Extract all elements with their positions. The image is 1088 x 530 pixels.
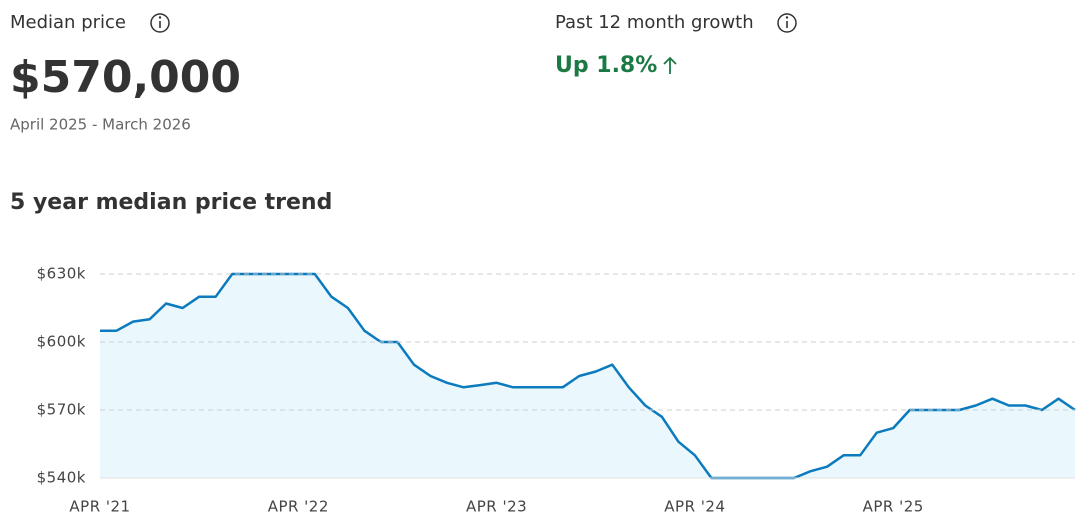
x-tick-label: APR '23	[466, 498, 527, 516]
info-icon[interactable]	[150, 13, 170, 33]
info-icon[interactable]	[777, 13, 797, 33]
growth-label: Past 12 month growth	[555, 12, 754, 33]
x-tick-label: APR '22	[268, 498, 329, 516]
growth-value: Up 1.8%	[555, 53, 657, 78]
chart-title: 5 year median price trend	[10, 190, 332, 215]
x-tick-label: APR '21	[69, 498, 130, 516]
median-label: Median price	[10, 12, 126, 33]
y-tick-label: $570k	[37, 401, 86, 419]
y-tick-label: $540k	[37, 469, 86, 487]
x-tick-label: APR '25	[863, 498, 924, 516]
period: April 2025 - March 2026	[10, 116, 191, 134]
median-value: $570,000	[10, 52, 241, 103]
y-tick-label: $600k	[37, 333, 86, 351]
y-tick-label: $630k	[37, 265, 86, 283]
up-arrow	[663, 56, 677, 74]
x-tick-label: APR '24	[664, 498, 725, 516]
area	[100, 274, 1075, 478]
